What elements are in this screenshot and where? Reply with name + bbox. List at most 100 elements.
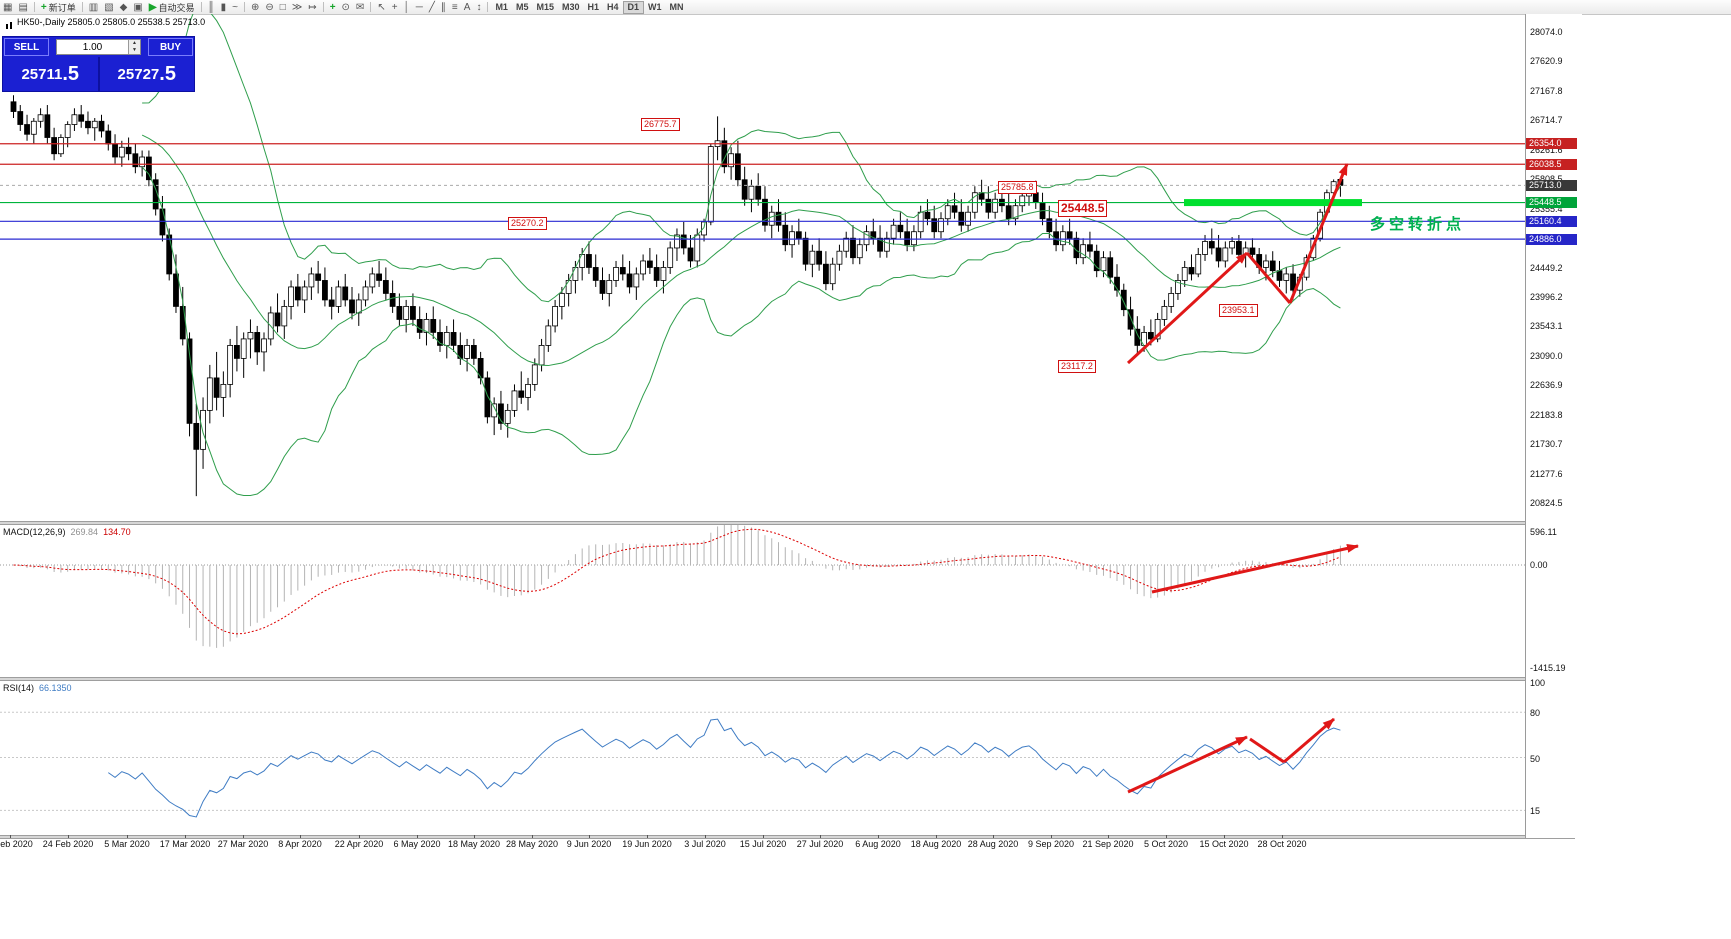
indicator-axis-label: -1415.19: [1530, 663, 1566, 674]
price-tag: 24886.0: [1526, 233, 1577, 245]
timeframe-m5-button[interactable]: M5: [515, 1, 529, 12]
arrows-button[interactable]: ↕: [473, 0, 484, 14]
date-tick: [1282, 835, 1283, 838]
timeframe-h1-button[interactable]: H1: [587, 1, 600, 12]
panel-splitter[interactable]: [0, 677, 1575, 681]
chart-ohlc-header: HK50-,Daily 25805.0 25805.0 25538.5 2571…: [17, 17, 206, 27]
new-order-button[interactable]: + 新订单: [38, 0, 79, 14]
timeframe-h4-button[interactable]: H4: [607, 1, 619, 12]
price-axis-label: 22183.8: [1530, 409, 1563, 420]
horizontal-line-icon: ─: [415, 1, 423, 13]
price-annotation-label[interactable]: 25270.2: [508, 217, 547, 230]
line-chart-icon: ~: [232, 1, 238, 13]
mail-icon: ✉: [355, 1, 365, 13]
auto-scroll-button[interactable]: ≫: [289, 0, 305, 14]
navigator-button[interactable]: ◆: [117, 0, 131, 14]
new-chart-button[interactable]: ▦: [0, 0, 15, 14]
text-button[interactable]: A: [461, 0, 474, 14]
toolbar: ▦ ▤ + 新订单 ▥ ▧ ◆ ▣ ▶ 自动交易 ║ ▮ ~ ⊕ ⊖ □ ≫ ↦ + ⊙ ✉ ↖ + │ ─ ╱ ∥ ≡ A ↕ M1 M5 M…: [0, 0, 1731, 15]
timeframe-w1-button[interactable]: W1: [648, 1, 662, 12]
line-chart-button[interactable]: ~: [229, 0, 241, 14]
price-axis-label: 23090.0: [1530, 350, 1563, 361]
volume-input[interactable]: [57, 40, 128, 54]
indicator-axis-label: 596.11: [1530, 527, 1557, 537]
volume-up-icon[interactable]: ▲: [129, 40, 140, 47]
date-tick: [705, 835, 706, 838]
new-order-button-label: 新订单: [48, 2, 76, 13]
buy-button[interactable]: BUY: [148, 38, 193, 56]
time-axis[interactable]: 2 Feb 2020 24 Feb 2020 5 Mar 2020 17 Mar 20…: [0, 835, 1575, 852]
date-label: 27 Jul 2020: [796, 839, 844, 849]
bar-chart-button[interactable]: ║: [205, 0, 218, 14]
date-tick: [1224, 835, 1225, 838]
price-tag: 25160.4: [1526, 215, 1577, 227]
channel-icon: ∥: [440, 1, 446, 13]
panel-splitter[interactable]: [0, 835, 1575, 839]
zoom-in-button[interactable]: ⊕: [248, 0, 262, 14]
toolbar-separator: [81, 2, 83, 12]
macd-indicator-panel[interactable]: [0, 525, 1525, 677]
timeframe-d1-button[interactable]: D1: [622, 0, 645, 14]
indicators-button[interactable]: +: [327, 0, 339, 14]
date-label: 18 May 2020: [447, 839, 501, 849]
terminal-button[interactable]: ▣: [130, 0, 145, 14]
volume-stepper[interactable]: ▲ ▼: [128, 40, 140, 54]
fibonacci-button[interactable]: ≡: [449, 0, 461, 14]
chart-shift-button[interactable]: ↦: [305, 0, 319, 14]
zoom-in-icon: ⊕: [251, 1, 260, 13]
main-price-chart[interactable]: [0, 14, 1525, 522]
data-window-icon: ▧: [104, 1, 114, 13]
date-label: 8 Apr 2020: [278, 839, 322, 849]
rsi-indicator-panel[interactable]: [0, 680, 1525, 835]
date-label: 27 Mar 2020: [217, 839, 269, 849]
price-axis-label: 23996.2: [1530, 291, 1563, 302]
sell-price[interactable]: 25711.5: [21, 62, 80, 85]
timeframe-m30-button[interactable]: M30: [561, 1, 580, 12]
tile-windows-button[interactable]: □: [277, 0, 289, 14]
vertical-line-button[interactable]: │: [401, 0, 413, 14]
price-annotation-label[interactable]: 26775.7: [641, 118, 680, 131]
volume-down-icon[interactable]: ▼: [129, 47, 140, 54]
profiles-button[interactable]: ▤: [15, 0, 30, 14]
price-tag: 25448.5: [1526, 197, 1577, 209]
chart-shift-icon: ↦: [308, 1, 317, 13]
horizontal-line-button[interactable]: ─: [413, 0, 426, 14]
market-watch-button[interactable]: ▥: [86, 0, 101, 14]
vertical-line-icon: │: [403, 1, 410, 13]
autotrading-button[interactable]: ▶ 自动交易: [146, 0, 198, 14]
date-tick: [68, 835, 69, 838]
price-axis-label: 27620.9: [1530, 56, 1563, 67]
sell-button[interactable]: SELL: [4, 38, 49, 56]
price-annotation-label[interactable]: 23117.2: [1058, 360, 1096, 373]
price-axis-label: 26714.7: [1530, 115, 1563, 126]
timeframe-m15-button[interactable]: M15: [536, 1, 554, 12]
candlestick-icon: ▮: [220, 1, 227, 13]
price-axis[interactable]: 28074.0 27620.9 27167.8 26714.7 26261.6 25808…: [1525, 14, 1582, 838]
date-label: 5 Oct 2020: [1143, 839, 1189, 849]
trendline-button[interactable]: ╱: [426, 0, 438, 14]
buy-price[interactable]: 25727.5: [117, 62, 176, 85]
mail-button[interactable]: ✉: [353, 0, 367, 14]
price-annotation-label[interactable]: 23953.1: [1219, 304, 1258, 317]
date-label: 22 Apr 2020: [334, 839, 384, 849]
date-tick: [127, 835, 128, 838]
timeframe-m1-button[interactable]: M1: [495, 1, 508, 12]
panel-splitter[interactable]: [0, 521, 1575, 525]
date-label: 15 Jul 2020: [739, 839, 787, 849]
autotrading-button-label: 自动交易: [158, 2, 195, 13]
cursor-icon: ↖: [377, 1, 386, 13]
timeframe-mn-button[interactable]: MN: [669, 1, 684, 12]
date-tick: [1166, 835, 1167, 838]
zoom-out-button[interactable]: ⊖: [262, 0, 276, 14]
channel-button[interactable]: ∥: [438, 0, 449, 14]
price-annotation-label[interactable]: 25785.8: [998, 181, 1037, 194]
price-axis-label: 22636.9: [1530, 380, 1563, 391]
candlestick-button[interactable]: ▮: [218, 0, 230, 14]
data-window-button[interactable]: ▧: [101, 0, 116, 14]
periods-button[interactable]: ⊙: [339, 0, 353, 14]
cursor-button[interactable]: ↖: [374, 0, 388, 14]
price-annotation-label[interactable]: 25448.5: [1058, 200, 1108, 217]
crosshair-button[interactable]: +: [389, 0, 401, 14]
price-axis-label: 23543.1: [1530, 321, 1563, 332]
date-label: 28 Oct 2020: [1257, 839, 1307, 849]
